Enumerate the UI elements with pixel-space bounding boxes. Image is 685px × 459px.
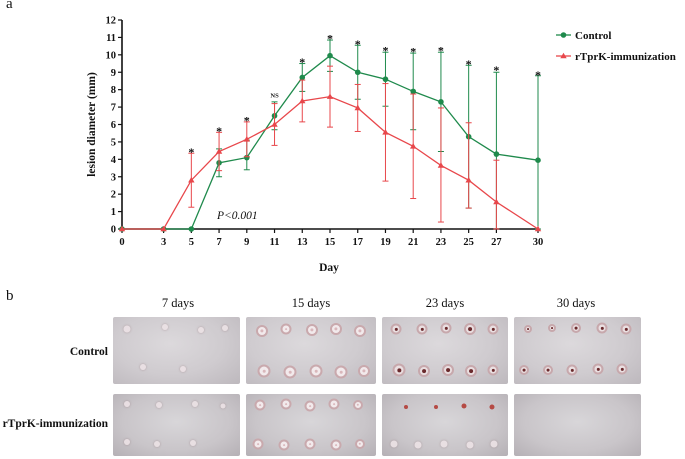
x-tick-label: 27 (491, 237, 502, 248)
significance-mark: * (382, 44, 388, 58)
significance-marks: * * * NS * * * * * * * * * (188, 32, 541, 159)
significance-mark: * (535, 68, 541, 82)
panel-b-label: b (6, 288, 14, 304)
panel-a-label: a (6, 0, 13, 12)
data-point (299, 74, 306, 81)
data-point (382, 76, 389, 83)
x-tick-label: 0 (119, 237, 124, 248)
x-tick-label: 30 (533, 237, 544, 248)
x-tick-label: 23 (436, 237, 447, 248)
legend-label: rTprK-immunization (575, 51, 676, 63)
x-tick-label: 15 (325, 237, 336, 248)
significance-mark: * (355, 37, 361, 51)
data-point (244, 154, 250, 161)
y-tick-label: 1 (111, 207, 116, 218)
x-tick-label: 21 (408, 237, 419, 248)
data-point (465, 176, 472, 183)
x-tick-label: 19 (380, 237, 391, 248)
photo-rtprk-30-days (514, 394, 641, 456)
y-tick-label: 0 (111, 225, 116, 236)
y-tick-label: 5 (111, 137, 116, 148)
column-header-30-days: 30 days (556, 296, 596, 310)
legend-label: Control (575, 30, 611, 42)
significance-mark: * (493, 63, 499, 77)
data-point (493, 198, 500, 205)
data-point (493, 151, 500, 157)
p-value-annotation: P<0.001 (216, 210, 258, 222)
significance-mark: * (410, 45, 416, 59)
y-tick-label: 12 (106, 16, 117, 27)
x-tick-label: 13 (297, 237, 308, 248)
photo-rtprk-23-days (382, 394, 508, 456)
data-point (118, 225, 126, 232)
data-point (188, 176, 195, 183)
data-point (410, 142, 417, 149)
chart-legend: Control rTprK-immunization (556, 30, 676, 63)
significance-mark: NS (270, 93, 279, 100)
data-point (215, 148, 223, 154)
data-point (354, 104, 361, 111)
data-point (271, 121, 278, 127)
significance-mark: * (188, 145, 194, 159)
y-tick-label: 4 (111, 155, 117, 166)
data-point (243, 136, 250, 142)
x-tick-label: 5 (189, 237, 194, 248)
photo-rtprk-15-days (246, 394, 376, 456)
x-axis-label: Day (319, 262, 339, 274)
legend-marker (560, 32, 567, 38)
data-point (437, 162, 445, 168)
data-point (299, 97, 306, 104)
significance-mark: * (244, 113, 250, 127)
data-point (410, 88, 417, 95)
y-tick-label: 8 (111, 85, 116, 96)
data-point (438, 99, 444, 105)
photo-control-15-days (246, 317, 376, 384)
data-point (354, 69, 361, 76)
y-tick-label: 10 (106, 50, 117, 61)
column-header-23-days: 23 days (425, 296, 465, 310)
x-tick-label: 11 (270, 237, 280, 248)
data-point (188, 226, 195, 232)
significance-mark: * (216, 124, 222, 138)
significance-mark: * (438, 44, 444, 58)
x-tick-label: 3 (161, 237, 166, 248)
x-tick-label: 7 (216, 237, 221, 248)
data-point (160, 225, 167, 232)
significance-mark: * (466, 57, 472, 71)
legend-marker (560, 52, 567, 59)
series-rtprk (118, 65, 542, 232)
x-tick-label: 9 (244, 237, 249, 248)
column-header-7-days: 7 days (161, 296, 195, 310)
row-header-rtprk: rTprK-immunization (2, 418, 108, 430)
significance-mark: * (327, 32, 333, 46)
data-point (382, 129, 389, 135)
y-tick-label: 6 (111, 120, 116, 131)
y-tick-label: 2 (111, 190, 116, 201)
photo-rtprk-7-days (113, 394, 240, 456)
significance-mark: * (299, 55, 305, 69)
y-tick-label: 3 (111, 172, 116, 183)
chart-series (118, 39, 542, 232)
row-header-control: Control (69, 346, 108, 358)
data-point (534, 225, 542, 232)
y-tick-label: 9 (111, 68, 116, 79)
y-tick-label: 11 (106, 33, 116, 44)
data-point (535, 157, 541, 164)
photo-control-23-days (382, 317, 508, 384)
photo-control-30-days (514, 317, 641, 384)
y-tick-label: 7 (111, 103, 116, 114)
column-header-15-days: 15 days (291, 296, 331, 310)
data-point (326, 93, 334, 99)
data-point (327, 52, 333, 59)
y-axis-label: lesion diameter (mm) (86, 72, 98, 177)
x-tick-label: 25 (463, 237, 474, 248)
x-tick-label: 17 (352, 237, 363, 248)
photo-control-7-days (113, 317, 240, 384)
